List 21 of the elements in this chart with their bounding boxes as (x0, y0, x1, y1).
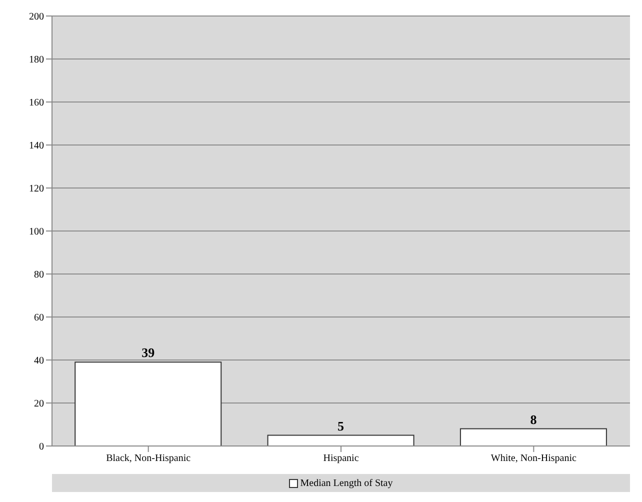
y-tick-label: 100 (29, 226, 44, 238)
bar (74, 362, 222, 446)
x-tick-label: White, Non-Hispanic (490, 453, 577, 464)
y-tick-label: 20 (34, 398, 44, 410)
y-tick-label: 140 (29, 140, 44, 152)
y-tick-label: 60 (34, 312, 44, 324)
y-tick-label: 40 (34, 356, 44, 367)
x-tick-label: Hispanic (323, 453, 360, 464)
data-label: 39 (142, 345, 156, 360)
y-tick-label: 180 (29, 54, 44, 66)
y-tick-label: 160 (29, 98, 44, 109)
bar (460, 428, 607, 446)
y-tick-label: 80 (34, 270, 44, 281)
legend-label: Median Length of Stay (300, 478, 393, 488)
data-label: 5 (338, 418, 345, 434)
bar (267, 434, 414, 446)
x-tick-label: Black, Non-Hispanic (106, 453, 192, 464)
y-tick-label: 0 (39, 442, 44, 453)
data-label: 8 (530, 412, 538, 427)
y-tick-label: 200 (29, 12, 44, 23)
y-tick-label: 120 (29, 184, 44, 195)
